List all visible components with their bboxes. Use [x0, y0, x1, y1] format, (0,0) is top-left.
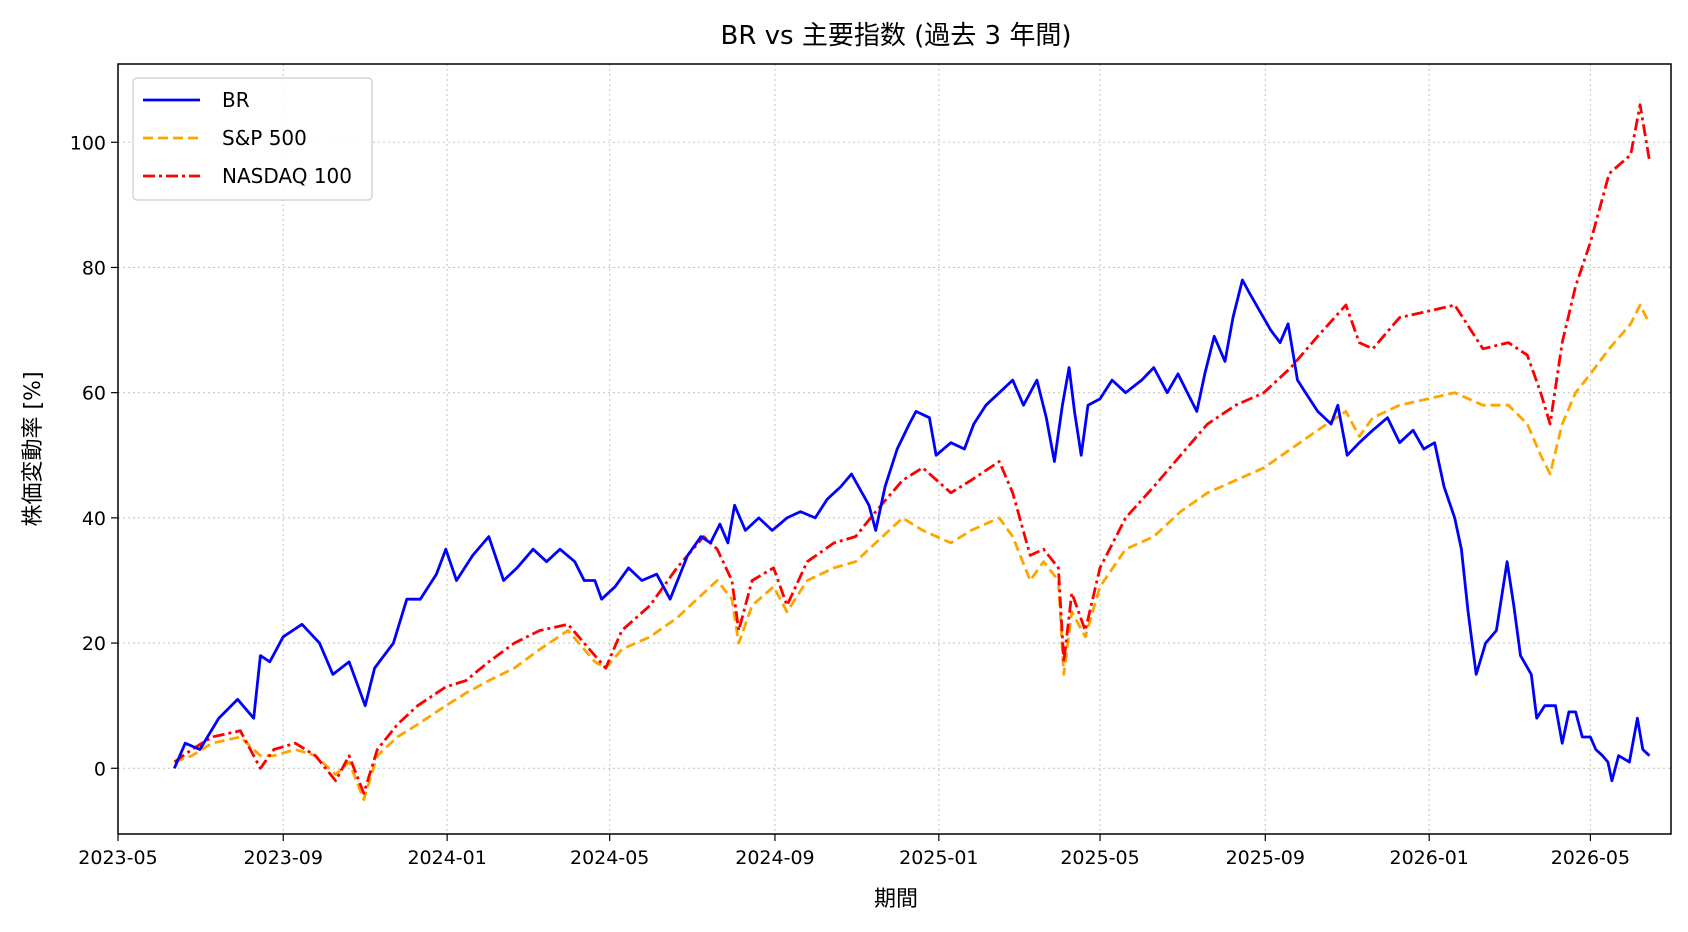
y-tick-label: 60	[82, 383, 106, 405]
x-tick-label: 2024-09	[735, 847, 814, 869]
x-tick-label: 2024-05	[570, 847, 649, 869]
x-axis-label: 期間	[874, 887, 918, 912]
series-line-0	[173, 278, 1651, 783]
series-line-1	[173, 303, 1651, 801]
y-tick-label: 80	[82, 257, 106, 279]
x-tick-label: 2026-01	[1389, 847, 1468, 869]
legend-label: S&P 500	[222, 126, 307, 150]
plot-frame	[117, 63, 1672, 835]
x-tick-label: 2025-01	[899, 847, 978, 869]
y-tick-label: 0	[94, 758, 106, 780]
legend-label: NASDAQ 100	[222, 164, 352, 188]
legend-box	[132, 77, 373, 201]
legend-label: BR	[222, 88, 250, 112]
legend: BR S&P 500 NASDAQ 100	[132, 77, 373, 201]
y-tick-label: 40	[82, 508, 106, 530]
x-tick-label: 2024-01	[407, 847, 486, 869]
y-axis: 0 20 40 60 80 100	[70, 132, 118, 780]
x-tick-label: 2025-09	[1226, 847, 1305, 869]
gridlines	[117, 64, 1671, 834]
x-tick-label: 2023-09	[244, 847, 323, 869]
x-tick-label: 2026-05	[1551, 847, 1630, 869]
y-tick-label: 20	[82, 633, 106, 655]
plot-area	[173, 103, 1651, 801]
series-line-2	[173, 103, 1651, 795]
x-axis: 2023-05 2023-09 2024-01 2024-05 2024-09 2025-…	[78, 834, 1630, 869]
x-tick-label: 2023-05	[78, 847, 157, 869]
chart-title: BR vs 主要指数 (過去 3 年間)	[721, 21, 1072, 51]
y-tick-label: 100	[70, 132, 106, 154]
y-axis-label: 株価変動率 [%]	[21, 371, 46, 526]
x-tick-label: 2025-05	[1060, 847, 1139, 869]
